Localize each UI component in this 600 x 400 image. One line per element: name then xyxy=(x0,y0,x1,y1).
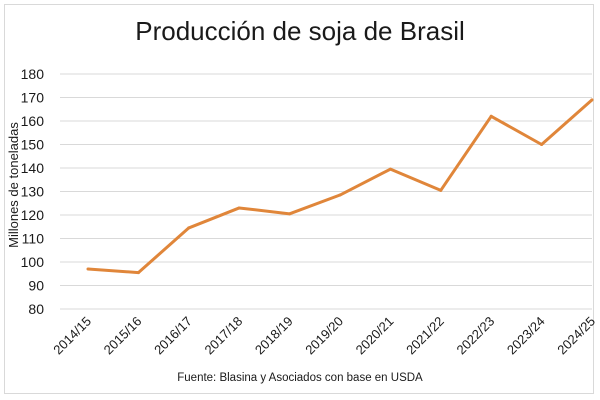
series-line xyxy=(87,98,593,275)
y-tick-label: 150 xyxy=(21,137,45,153)
x-tick-label: 2014/15 xyxy=(50,314,94,358)
y-tick-label: 180 xyxy=(21,66,45,82)
y-tick-label: 100 xyxy=(21,254,45,270)
y-tick-label: 120 xyxy=(21,207,45,223)
data-point xyxy=(590,98,594,102)
chart-title: Producción de soja de Brasil xyxy=(135,16,465,46)
x-tick-label: 2016/17 xyxy=(151,314,195,358)
y-tick-label: 90 xyxy=(28,278,44,294)
x-tick-label: 2022/23 xyxy=(453,314,497,358)
x-tick-label: 2020/21 xyxy=(353,314,397,358)
chart-source: Fuente: Blasina y Asociados con base en … xyxy=(177,372,423,384)
y-tick-label: 140 xyxy=(21,160,45,176)
x-tick-label: 2017/18 xyxy=(201,314,245,358)
x-tick-label: 2015/16 xyxy=(101,314,145,358)
data-point xyxy=(338,193,342,197)
series-layer xyxy=(86,98,594,275)
y-axis-ticks: 80 90 100 110 120 130 140 150 160 170 180 xyxy=(21,66,45,317)
x-tick-label: 2021/22 xyxy=(403,314,447,358)
y-tick-label: 160 xyxy=(21,113,45,129)
y-tick-label: 80 xyxy=(28,301,44,317)
data-point xyxy=(187,226,191,230)
y-tick-label: 130 xyxy=(21,184,45,200)
chart-frame xyxy=(4,4,594,394)
data-point xyxy=(388,167,392,171)
data-point xyxy=(540,143,544,146)
gridlines xyxy=(60,73,592,310)
data-point xyxy=(489,114,493,118)
data-point xyxy=(237,206,241,210)
data-point xyxy=(86,267,90,271)
x-axis-ticks: 2014/15 2015/16 2016/17 2017/18 2018/19 2019/… xyxy=(50,314,598,358)
x-tick-label: 2019/20 xyxy=(302,314,346,358)
y-tick-label: 110 xyxy=(22,231,45,247)
y-tick-label: 170 xyxy=(21,90,45,106)
data-point xyxy=(439,188,443,192)
x-tick-label: 2018/19 xyxy=(252,314,296,358)
x-tick-label: 2023/24 xyxy=(504,314,548,358)
data-point xyxy=(288,212,292,216)
data-point xyxy=(136,271,140,275)
y-axis-label: Millones de toneladas xyxy=(6,122,21,248)
x-tick-label: 2024/25 xyxy=(554,314,598,358)
